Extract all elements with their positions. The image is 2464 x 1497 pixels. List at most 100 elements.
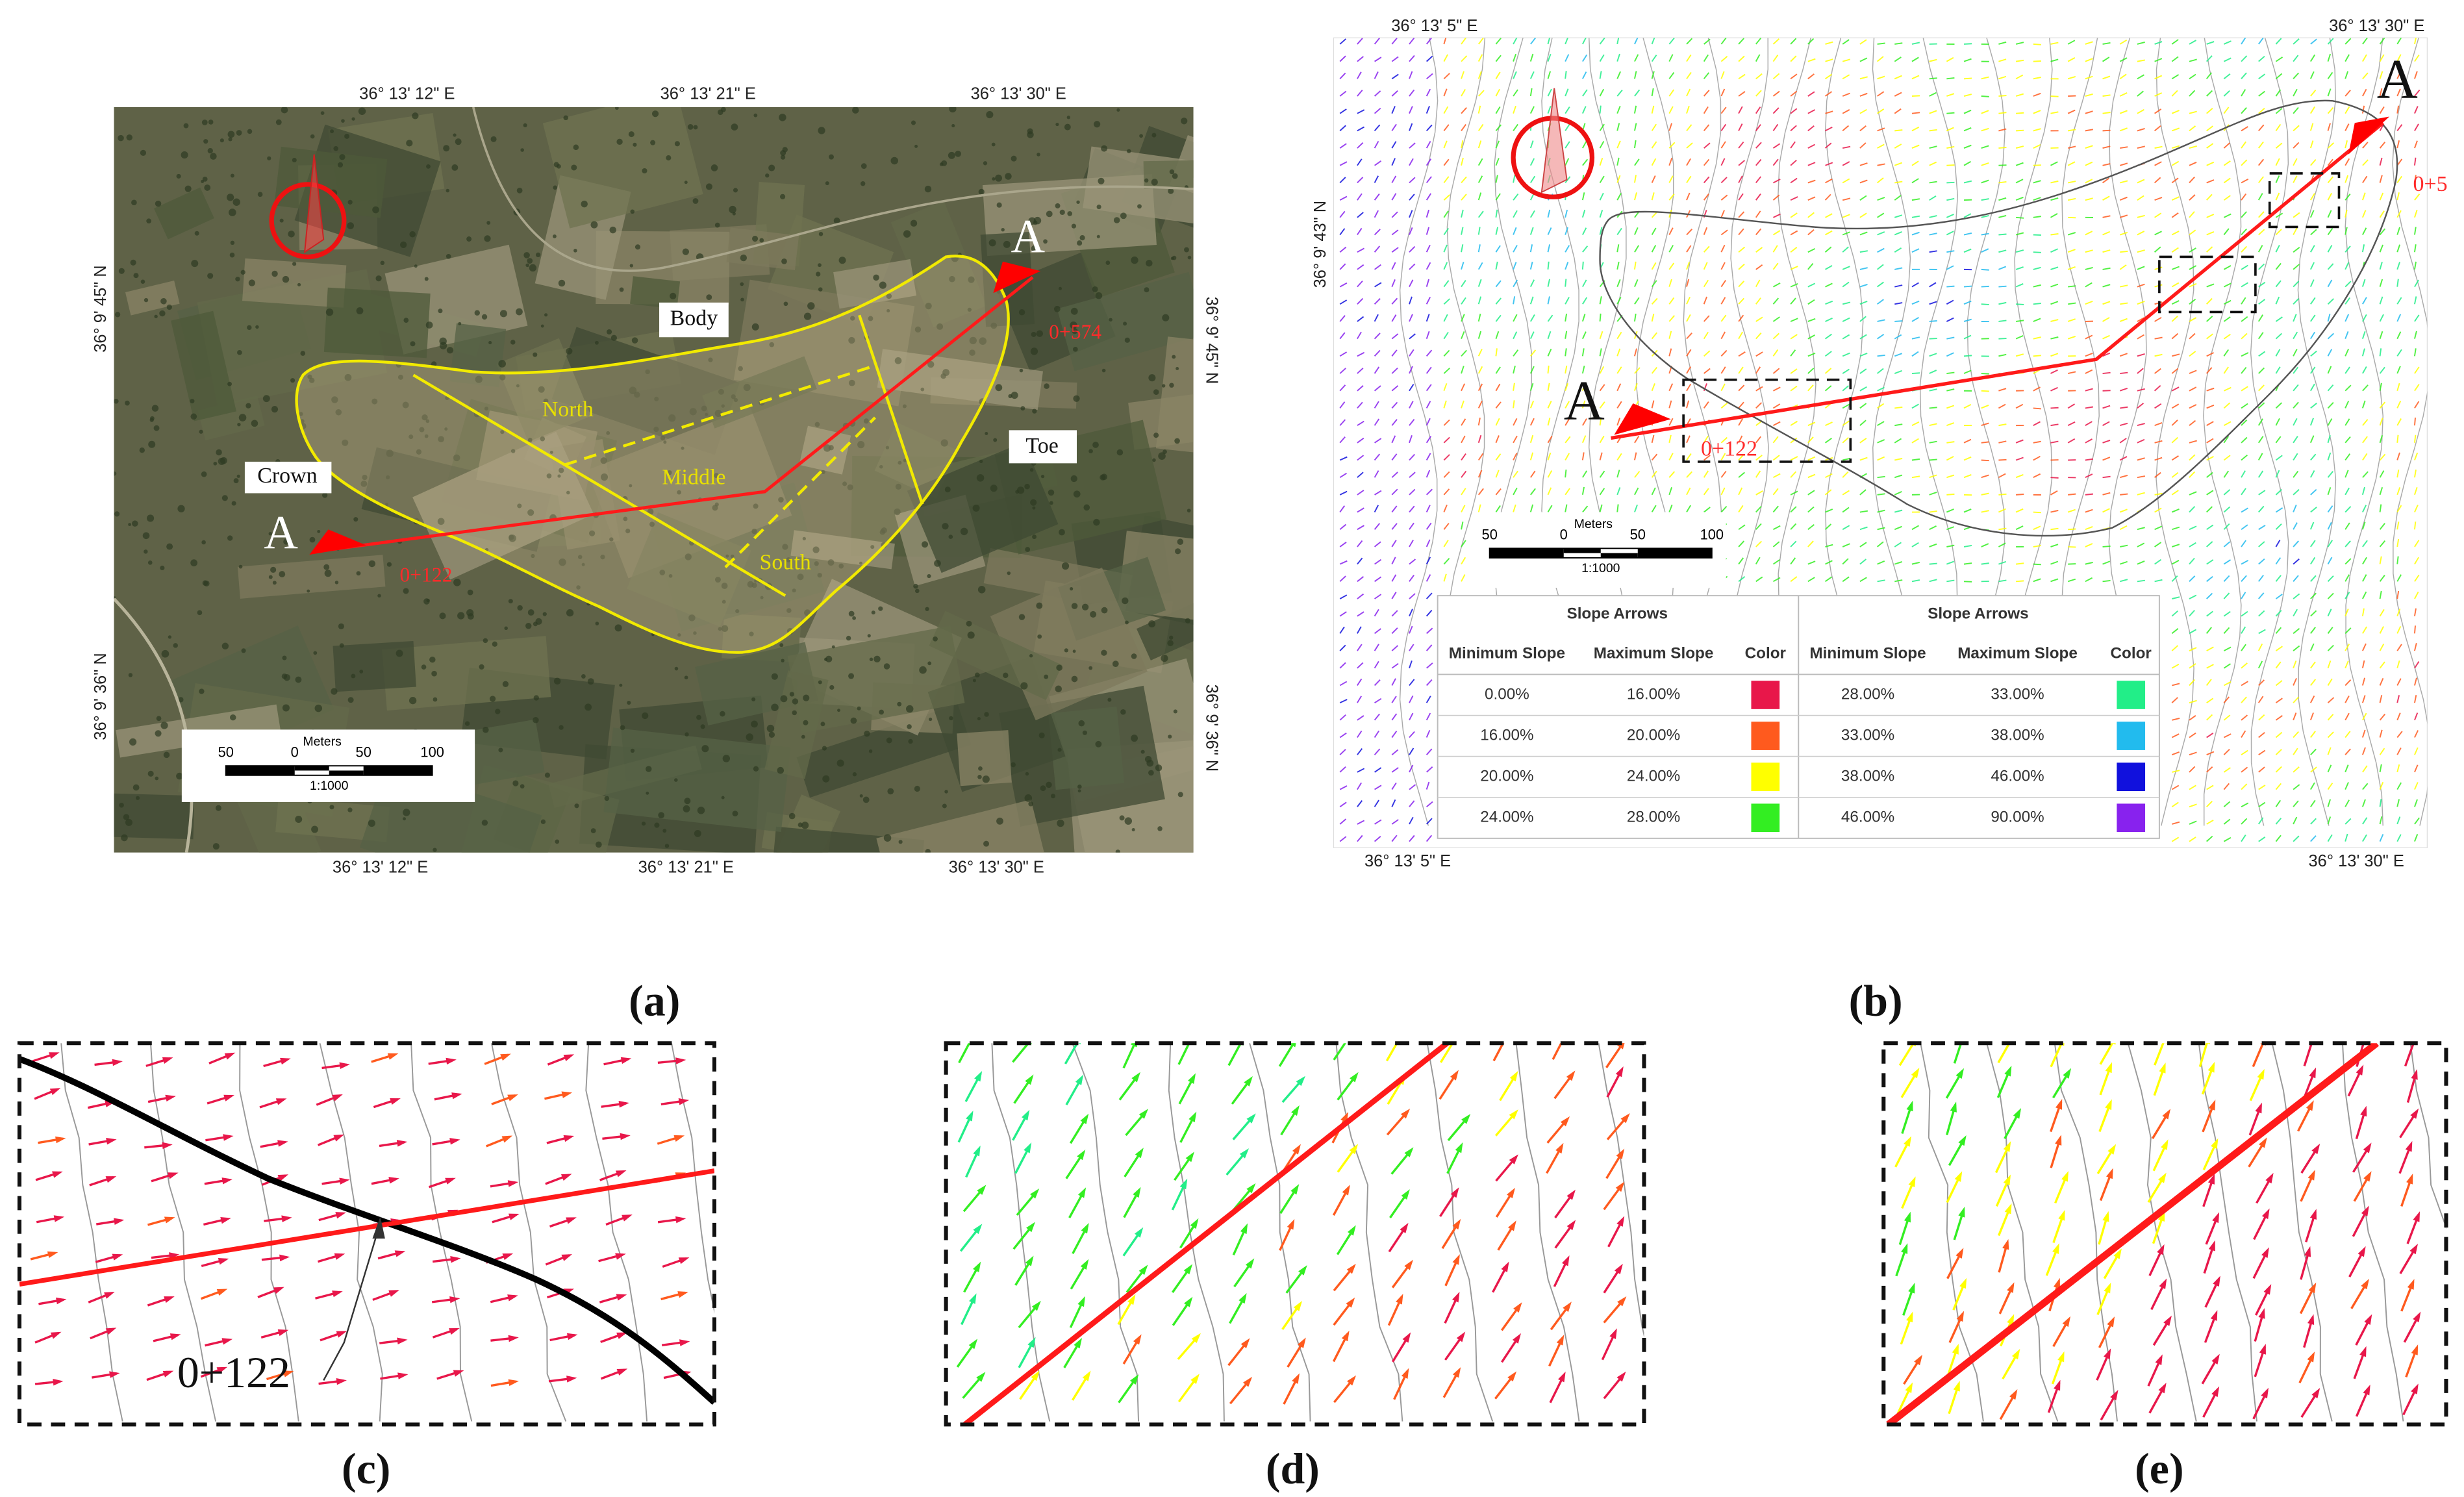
slope-arrow-head	[170, 1333, 181, 1340]
slope-arrow	[2257, 314, 2264, 322]
slope-arrow	[2119, 264, 2127, 270]
slope-arrow	[1495, 435, 1500, 444]
slope-arrow	[1738, 524, 1746, 531]
slope-arrow	[2396, 349, 2402, 357]
slope-arrow	[2067, 509, 2076, 513]
slope-arrow-head	[216, 1366, 228, 1374]
slope-arrow	[2241, 333, 2248, 340]
slope-arrow	[1807, 456, 1816, 461]
slope-arrow	[1634, 471, 1641, 478]
slope-arrow	[1859, 76, 1868, 80]
slope-arrow	[2085, 282, 2093, 288]
slope-arrow	[2085, 509, 2093, 513]
slope-arrow	[2414, 123, 2419, 131]
tree-dot	[203, 139, 208, 144]
slope-arrow	[1495, 401, 1502, 409]
slope-arrow	[1738, 281, 1745, 288]
slope-arrow	[2293, 401, 2299, 409]
slope-arrow	[1738, 472, 1746, 478]
slope-arrow	[1738, 246, 1746, 253]
tree-dot	[925, 303, 932, 310]
slope-arrow	[2345, 470, 2349, 478]
tree-dot	[282, 655, 287, 660]
tree-dot	[837, 709, 840, 712]
slope-arrow	[2396, 522, 2400, 530]
slope-arrow	[2275, 783, 2282, 790]
slope-arrow	[1894, 181, 1903, 184]
slope-arrow-head	[1954, 1171, 1963, 1182]
slope-arrow	[1012, 1043, 1030, 1063]
slope-arrow	[1859, 352, 1868, 357]
tree-dot	[914, 785, 920, 792]
tree-dot	[978, 766, 983, 771]
slope-arrow	[2241, 159, 2248, 166]
slope-arrow	[2223, 455, 2231, 461]
slope-arrow	[1477, 401, 1483, 409]
tree-dot	[825, 655, 833, 662]
slope-arrow	[1946, 474, 1955, 479]
road	[471, 107, 1194, 272]
slope-arrow	[1339, 368, 1346, 374]
tree-dot	[906, 705, 914, 713]
slope-arrow	[2275, 108, 2283, 114]
tree-dot	[1072, 328, 1078, 334]
tree-dot	[114, 312, 121, 318]
slope-arrow	[2379, 175, 2383, 183]
slope-arrow	[2257, 643, 2263, 651]
slope-arrow	[2189, 58, 2197, 62]
slope-arrow	[2293, 816, 2298, 825]
slope-arrow-head	[162, 1142, 173, 1150]
slope-arrow-head	[1561, 1029, 1569, 1039]
slope-arrow	[2223, 749, 2230, 755]
slope-arrow	[2189, 265, 2197, 270]
slope-arrow	[1772, 473, 1781, 479]
slope-arrow	[1738, 55, 1745, 62]
slope-arrow	[2361, 331, 2366, 339]
slope-arrow	[1339, 384, 1346, 392]
tree-dot	[1037, 634, 1042, 639]
slope-arrow	[1772, 90, 1780, 97]
slope-arrow	[1877, 456, 1885, 461]
slope-arrow	[1529, 452, 1534, 460]
slope-arrow	[2362, 712, 2367, 721]
slope-arrow	[2379, 748, 2385, 755]
slope-arrow	[1911, 57, 1919, 62]
slope-arrow	[1981, 145, 1989, 149]
slope-arrow	[1755, 332, 1762, 340]
slope-arrow	[1461, 140, 1464, 149]
slope-arrow-head	[2411, 1383, 2419, 1394]
slope-arrow	[1374, 245, 1381, 253]
slope-arrow	[1565, 176, 1571, 184]
tree-dot	[846, 635, 851, 641]
tree-dot	[852, 107, 859, 114]
slope-arrow	[1599, 452, 1603, 460]
slope-arrow	[2293, 558, 2300, 565]
slope-arrow	[1391, 678, 1396, 686]
slope-arrow-head	[1187, 1073, 1196, 1084]
slope-arrow	[1998, 146, 2007, 149]
contour	[2392, 38, 2428, 826]
slope-arrow	[2067, 318, 2076, 322]
tree-dot	[894, 357, 902, 364]
slope-arrow	[1807, 73, 1815, 80]
slope-arrow	[2293, 366, 2299, 374]
slope-arrow	[2223, 160, 2231, 166]
slope-arrow	[1859, 300, 1868, 305]
slope-arrow	[2171, 266, 2180, 270]
slope-arrow	[1357, 662, 1364, 669]
slope-arrow	[1946, 526, 1955, 531]
slope-arrow	[1720, 453, 1726, 460]
slope-arrow-head	[2363, 1171, 2372, 1182]
tree-dot	[508, 599, 513, 604]
slope-arrow	[2171, 212, 2179, 218]
tree-dot	[207, 147, 213, 154]
slope-arrow	[2033, 144, 2041, 149]
chainage-label: 0+122	[1701, 437, 1757, 461]
slope-arrow	[1339, 662, 1346, 669]
slope-arrow	[2067, 266, 2076, 270]
slope-arrow	[1772, 143, 1781, 149]
slope-arrow	[2171, 420, 2178, 426]
slope-arrow	[1894, 129, 1903, 132]
slope-arrow	[1790, 368, 1798, 374]
tree-dot	[674, 778, 678, 782]
